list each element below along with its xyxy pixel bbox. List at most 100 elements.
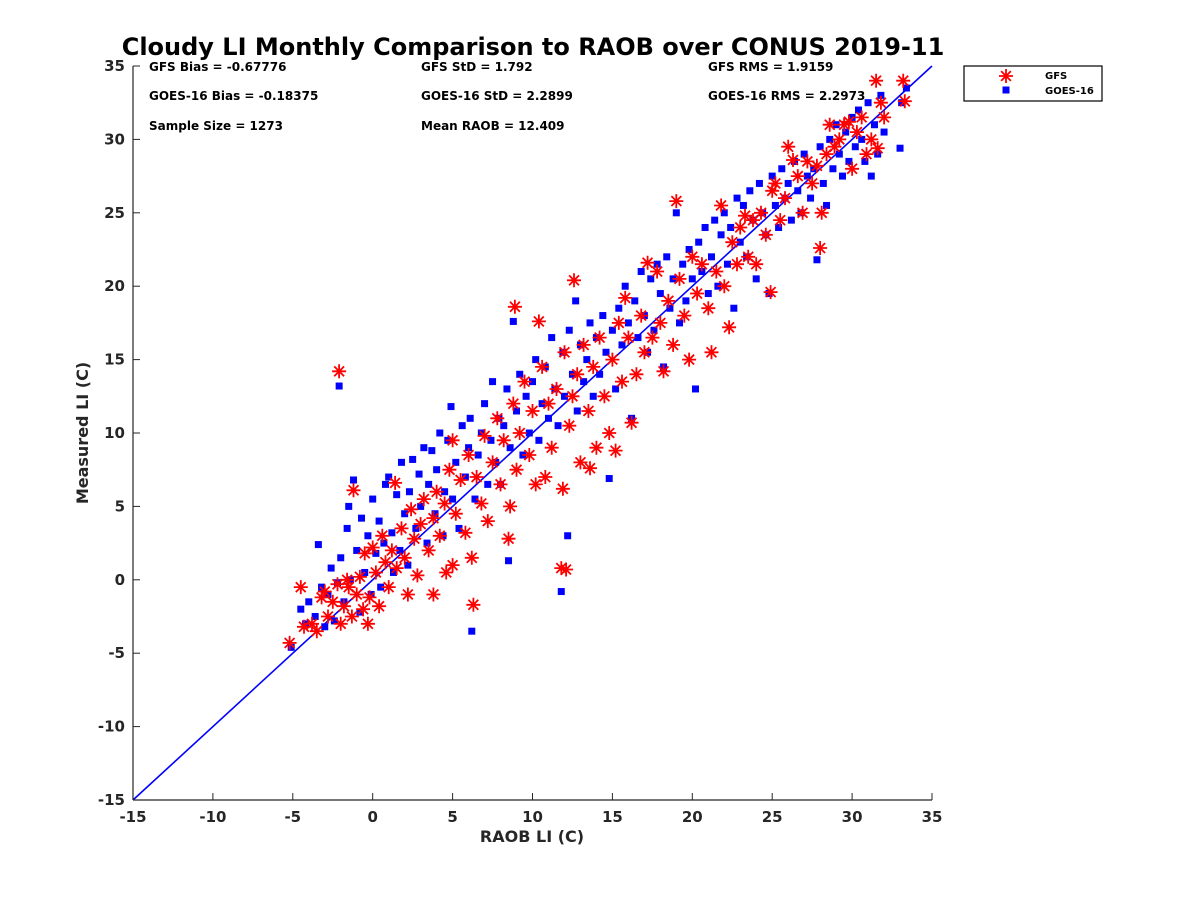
gfs-point (421, 543, 436, 558)
gfs-point (730, 257, 744, 272)
gfs-point (344, 609, 359, 624)
goes16-point (343, 524, 351, 532)
goes16-point (752, 275, 760, 283)
goes16-point (548, 334, 556, 342)
gfs-point (297, 619, 311, 634)
goes16-point (682, 297, 690, 305)
goes16-point (580, 378, 588, 386)
gfs-point (389, 561, 404, 576)
gfs-point (864, 132, 879, 147)
goes16-point (704, 290, 712, 298)
goes16-point (557, 588, 565, 596)
goes16-point (375, 517, 383, 525)
goes16-point (663, 253, 671, 261)
x-tick-label: -5 (284, 808, 301, 826)
gfs-point (493, 477, 508, 492)
goes16-point (794, 187, 802, 195)
goes16-point (778, 165, 786, 173)
goes16-point (823, 201, 831, 209)
y-tick-label: -15 (98, 791, 125, 809)
gfs-point (650, 264, 665, 279)
gfs-point (813, 241, 828, 255)
gfs-point (407, 531, 422, 546)
gfs-point (352, 569, 367, 584)
goes16-point (768, 172, 776, 180)
goes16-point (842, 128, 850, 136)
goes16-point (851, 143, 859, 151)
goes16-point (711, 216, 719, 224)
gfs-point (416, 492, 431, 507)
gfs-point (704, 345, 719, 360)
gfs-point (822, 117, 837, 132)
legend: GFS GOES-16 (963, 65, 1103, 102)
goes16-point (396, 546, 404, 554)
goes16-point (506, 444, 514, 452)
goes16-point (372, 549, 380, 557)
goes16-point (695, 238, 703, 246)
gfs-point (525, 404, 540, 418)
gfs-point (506, 396, 521, 411)
goes16-point (311, 613, 319, 620)
x-tick-label: 15 (602, 808, 623, 826)
stat-goes16-std: GOES-16 StD = 2.2899 (421, 89, 573, 103)
goes16-point (672, 209, 680, 217)
goes16-point (608, 326, 616, 334)
y-tick-label: 15 (104, 351, 125, 369)
goes16-point (599, 312, 607, 320)
goes16-point (902, 84, 910, 92)
goes16-point (727, 223, 735, 231)
gfs-point (305, 616, 319, 631)
goes16-point (807, 194, 815, 202)
goes16-point (423, 539, 431, 547)
stat-gfs-rms: GFS RMS = 1.9159 (708, 60, 833, 74)
gfs-point (426, 511, 441, 526)
goes16-point (436, 429, 444, 437)
gfs-point (461, 448, 476, 462)
legend-gfs-label: GFS (1045, 71, 1067, 82)
goes16-point (861, 157, 869, 165)
x-ticks: -15 -10 -5 0 5 10 15 20 25 30 35 (119, 793, 942, 826)
goes16-point (305, 598, 313, 606)
stat-gfs-bias: GFS Bias = -0.67776 (149, 60, 286, 74)
gfs-point (897, 94, 912, 109)
gfs-point (378, 555, 393, 570)
gfs-point (576, 337, 591, 352)
goes16-point (401, 510, 409, 518)
gfs-point (437, 496, 452, 511)
gfs-point (611, 315, 626, 330)
gfs-point (485, 455, 500, 470)
goes16-point (353, 546, 361, 554)
stat-gfs-std: GFS StD = 1.792 (421, 60, 533, 74)
gfs-point (535, 359, 550, 374)
goes16-point (707, 253, 715, 261)
gfs-point (458, 525, 473, 540)
goes16-point (839, 172, 847, 180)
goes16-point (314, 541, 322, 549)
goes16-point (471, 495, 479, 503)
goes16-point (730, 304, 738, 312)
goes16-point (525, 429, 533, 437)
goes16-point (775, 223, 783, 231)
goes16-point (845, 157, 853, 165)
y-tick-label: -10 (98, 718, 125, 736)
goes16-point (441, 488, 449, 496)
goes16-point (447, 403, 455, 411)
gfs-point (413, 517, 428, 531)
x-tick-label: 30 (842, 808, 863, 826)
goes16-point (854, 106, 862, 114)
goes16-point (813, 256, 821, 264)
gfs-point (432, 528, 447, 543)
gfs-point (634, 308, 649, 323)
gfs-point (768, 176, 783, 191)
gfs-point (474, 496, 489, 511)
goes16-point (321, 623, 329, 631)
gfs-point (388, 475, 403, 490)
gfs-point (741, 249, 756, 264)
gfs-point (509, 462, 524, 477)
gfs-point (672, 271, 687, 286)
goes16-point (800, 150, 808, 158)
goes16-point (466, 414, 474, 422)
gfs-point (682, 352, 697, 367)
gfs-point (896, 73, 911, 88)
